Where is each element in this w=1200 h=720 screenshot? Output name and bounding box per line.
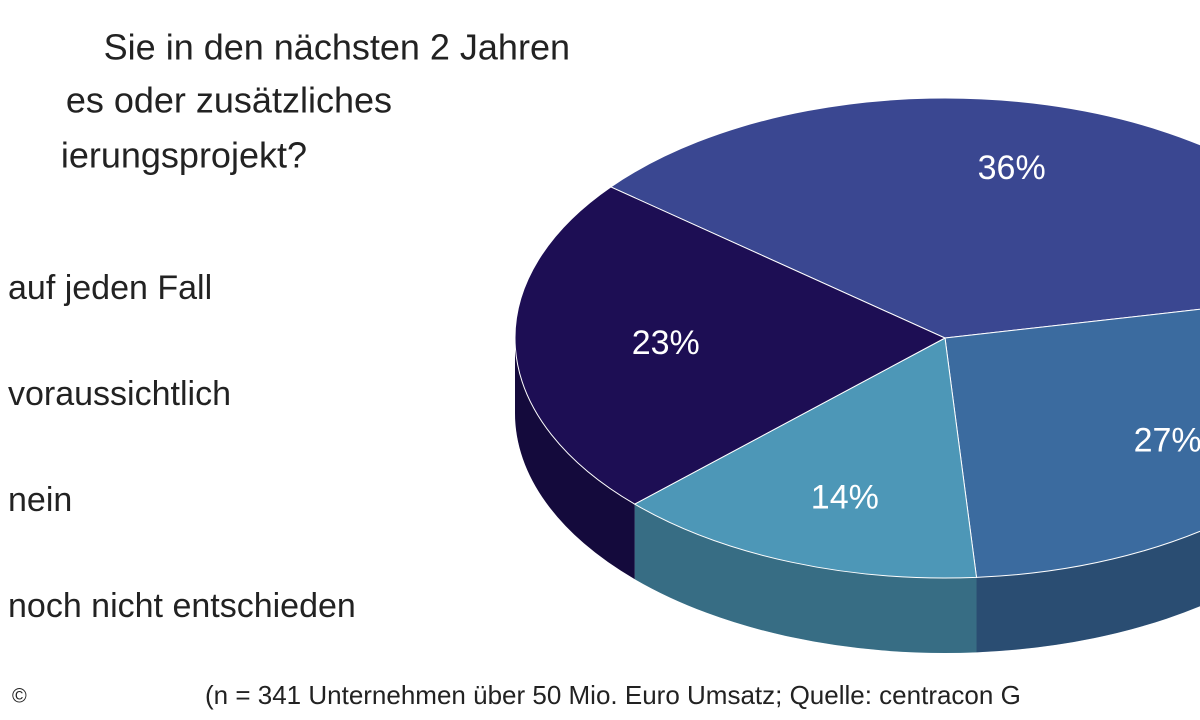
slice bbox=[609, 97, 1200, 339]
footnote: (n = 341 Unternehmen über 50 Mio. Euro U… bbox=[205, 680, 1021, 710]
slice-side bbox=[634, 504, 977, 653]
chart-title: Sie in den nächsten 2 Jahren bbox=[104, 27, 570, 68]
legend-label: voraussichtlich bbox=[8, 375, 231, 413]
slice-side-shade bbox=[976, 531, 1200, 653]
legend-label: nein bbox=[8, 481, 72, 519]
slice bbox=[944, 308, 1200, 578]
legend-label: auf jeden Fall bbox=[8, 269, 212, 307]
data-label: 36% bbox=[978, 149, 1046, 187]
data-label: 14% bbox=[811, 478, 879, 516]
slice-side bbox=[515, 338, 635, 580]
copyright: © bbox=[12, 685, 27, 707]
data-label: 23% bbox=[632, 324, 700, 362]
slice-side bbox=[976, 531, 1200, 653]
slice-side-shade bbox=[515, 338, 635, 580]
legend-label: noch nicht entschieden bbox=[8, 587, 356, 625]
slice bbox=[633, 337, 978, 579]
data-label: 27% bbox=[1134, 421, 1200, 459]
slice-side-shade bbox=[634, 504, 977, 653]
chart-title: ierungsprojekt? bbox=[61, 135, 307, 176]
slice bbox=[514, 186, 947, 505]
chart-title: es oder zusätzliches bbox=[66, 80, 392, 121]
